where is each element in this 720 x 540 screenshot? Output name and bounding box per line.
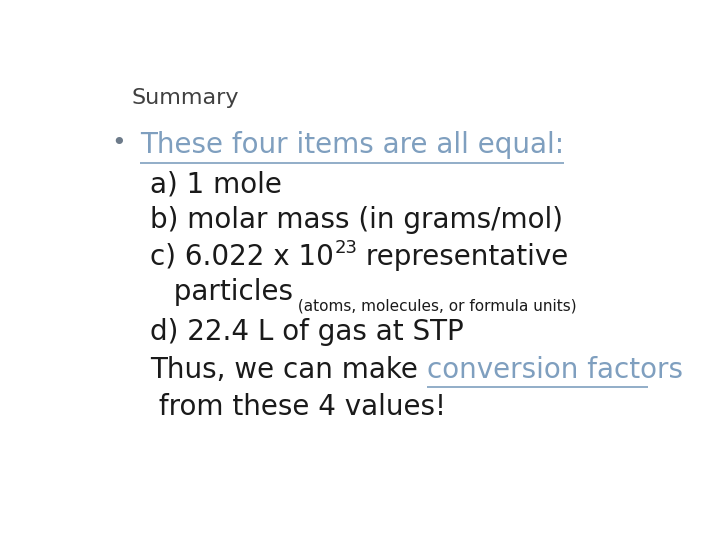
- Text: d) 22.4 L of gas at STP: d) 22.4 L of gas at STP: [150, 319, 464, 347]
- Text: a) 1 mole: a) 1 mole: [150, 171, 282, 199]
- Text: (atoms, molecules, or formula units): (atoms, molecules, or formula units): [293, 299, 577, 314]
- Text: from these 4 values!: from these 4 values!: [150, 393, 446, 421]
- Text: conversion factors: conversion factors: [427, 356, 683, 384]
- Text: These four items are all equal:: These four items are all equal:: [140, 131, 564, 159]
- Text: •: •: [111, 131, 126, 156]
- Text: b) molar mass (in grams/mol): b) molar mass (in grams/mol): [150, 206, 563, 234]
- Text: particles: particles: [156, 278, 293, 306]
- Text: representative: representative: [357, 243, 568, 271]
- Text: 23: 23: [334, 239, 357, 256]
- Text: c) 6.022 x 10: c) 6.022 x 10: [150, 243, 334, 271]
- Text: Thus, we can make: Thus, we can make: [150, 356, 427, 384]
- Text: Summary: Summary: [132, 87, 239, 107]
